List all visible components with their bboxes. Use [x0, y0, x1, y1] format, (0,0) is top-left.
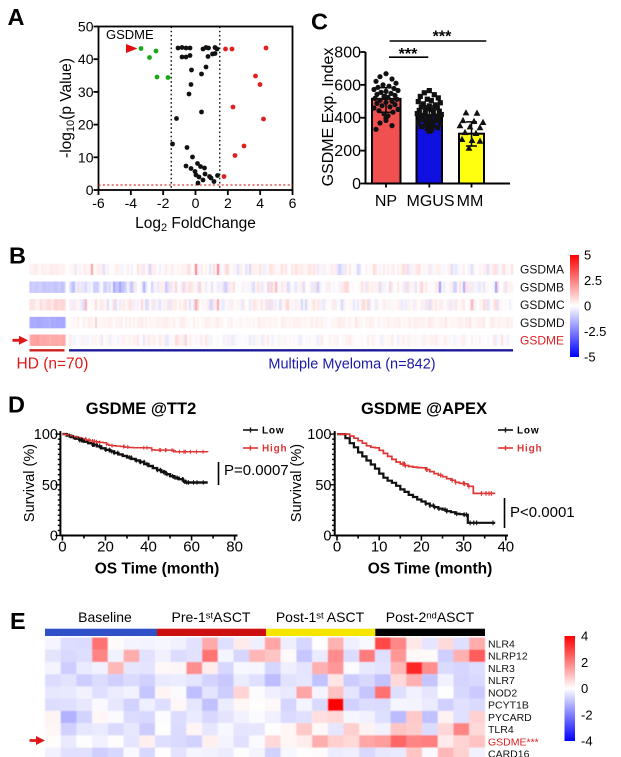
- svg-text:50: 50: [315, 478, 331, 494]
- svg-text:PCYT1B: PCYT1B: [488, 700, 529, 712]
- svg-text:50: 50: [78, 19, 94, 35]
- svg-text:40: 40: [497, 539, 514, 556]
- svg-text:Pre-1stASCT: Pre-1stASCT: [172, 609, 251, 625]
- svg-text:GSDME Exp. Index: GSDME Exp. Index: [320, 48, 337, 187]
- svg-text:OS Time (month): OS Time (month): [95, 561, 220, 578]
- svg-text:NLR7: NLR7: [488, 675, 515, 687]
- svg-text:50: 50: [42, 478, 58, 494]
- svg-text:20: 20: [97, 539, 114, 556]
- svg-text:20: 20: [78, 117, 94, 133]
- svg-text:5: 5: [584, 248, 591, 263]
- svg-text:800: 800: [334, 44, 361, 61]
- svg-text:P<0.0001: P<0.0001: [510, 504, 575, 521]
- svg-text:2: 2: [224, 195, 232, 211]
- svg-text:0: 0: [352, 176, 361, 193]
- svg-text:4: 4: [256, 195, 264, 211]
- svg-text:0: 0: [333, 539, 341, 556]
- svg-text:6: 6: [289, 195, 297, 211]
- svg-text:-2: -2: [581, 707, 593, 722]
- svg-text:-4: -4: [581, 734, 593, 749]
- svg-text:-2.5: -2.5: [584, 324, 606, 339]
- svg-text:PYCARD: PYCARD: [488, 712, 532, 724]
- svg-text:600: 600: [334, 77, 361, 94]
- svg-text:HD (n=70): HD (n=70): [17, 356, 89, 373]
- svg-text:10: 10: [371, 539, 388, 556]
- svg-text:E: E: [10, 608, 26, 634]
- svg-text:4: 4: [581, 629, 588, 644]
- svg-text:30: 30: [455, 539, 472, 556]
- svg-text:0: 0: [581, 681, 588, 696]
- svg-text:100: 100: [34, 427, 58, 443]
- svg-text:GSDME: GSDME: [520, 333, 564, 347]
- svg-text:***: ***: [399, 46, 418, 63]
- svg-text:NLR4: NLR4: [488, 638, 515, 650]
- svg-text:MGUS: MGUS: [407, 193, 455, 210]
- svg-text:40: 40: [140, 539, 157, 556]
- svg-text:OS Time (month): OS Time (month): [368, 561, 493, 578]
- svg-text:100: 100: [307, 427, 331, 443]
- svg-text:B: B: [9, 243, 26, 269]
- svg-text:Survival (%): Survival (%): [289, 444, 305, 522]
- svg-text:-4: -4: [125, 195, 138, 211]
- svg-text:-6: -6: [92, 195, 105, 211]
- svg-text:NOD2: NOD2: [488, 687, 517, 699]
- svg-text:2: 2: [581, 655, 588, 670]
- svg-text:C: C: [311, 9, 328, 35]
- svg-text:TLR4: TLR4: [488, 724, 514, 736]
- svg-text:High: High: [262, 444, 287, 455]
- svg-text:-2: -2: [157, 195, 170, 211]
- svg-text:NLR3: NLR3: [488, 663, 515, 675]
- svg-text:D: D: [8, 392, 25, 418]
- svg-text:NLRP12: NLRP12: [488, 651, 528, 663]
- svg-text:GSDME @TT2: GSDME @TT2: [86, 400, 197, 418]
- svg-text:400: 400: [334, 110, 361, 127]
- svg-text:GSDMC: GSDMC: [520, 298, 565, 312]
- svg-text:0: 0: [584, 299, 591, 314]
- svg-text:-log10(p Value): -log10(p Value): [58, 58, 77, 158]
- svg-text:2.5: 2.5: [584, 273, 602, 288]
- svg-text:P=0.0007: P=0.0007: [224, 462, 289, 479]
- svg-text:0: 0: [323, 529, 331, 545]
- svg-text:60: 60: [183, 539, 200, 556]
- svg-text:-5: -5: [584, 350, 596, 365]
- svg-text:MM: MM: [457, 193, 484, 210]
- svg-text:Log2 FoldChange: Log2 FoldChange: [135, 215, 256, 234]
- svg-text:Baseline: Baseline: [78, 609, 132, 625]
- svg-text:NP: NP: [375, 193, 397, 210]
- svg-text:20: 20: [413, 539, 430, 556]
- svg-text:GSDMA: GSDMA: [520, 263, 564, 277]
- svg-text:Survival (%): Survival (%): [22, 444, 38, 522]
- svg-text:GSDMB: GSDMB: [520, 280, 564, 294]
- svg-text:GSDME: GSDME: [106, 27, 154, 42]
- svg-text:GSDME @APEX: GSDME @APEX: [361, 400, 487, 418]
- svg-text:30: 30: [78, 84, 94, 100]
- svg-text:GSDME***: GSDME***: [488, 736, 539, 748]
- svg-text:200: 200: [334, 143, 361, 160]
- svg-text:80: 80: [226, 539, 243, 556]
- svg-text:10: 10: [78, 149, 94, 165]
- svg-text:Low: Low: [517, 426, 539, 437]
- svg-text:Multiple Myeloma (n=842): Multiple Myeloma (n=842): [268, 357, 435, 373]
- svg-text:40: 40: [78, 51, 94, 67]
- svg-text:Post-2ndASCT: Post-2ndASCT: [386, 609, 475, 625]
- svg-text:0: 0: [50, 529, 58, 545]
- svg-text:0: 0: [192, 195, 200, 211]
- svg-text:Post-1st ASCT: Post-1st ASCT: [276, 609, 365, 625]
- svg-text:High: High: [517, 444, 542, 455]
- svg-text:0: 0: [58, 539, 66, 556]
- svg-text:Low: Low: [262, 426, 284, 437]
- svg-text:CARD16: CARD16: [488, 748, 530, 757]
- svg-text:GSDMD: GSDMD: [520, 316, 565, 330]
- svg-text:A: A: [8, 4, 25, 30]
- svg-text:0: 0: [86, 182, 94, 198]
- svg-text:***: ***: [433, 29, 452, 46]
